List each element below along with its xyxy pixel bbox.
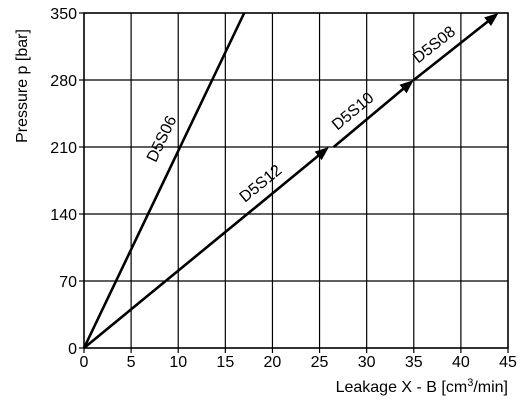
series-label-d5s10: D5S10 [329, 89, 378, 133]
x-tick-label: 35 [405, 354, 423, 371]
y-tick-label: 70 [59, 274, 77, 291]
y-tick-label: 350 [50, 6, 77, 23]
y-tick-label: 140 [50, 207, 77, 224]
x-axis-label-main: Leakage X - B [cm [336, 379, 468, 396]
grid-lines [84, 13, 508, 348]
y-tick-labels: 0 70 140 210 280 350 [50, 6, 84, 358]
y-tick-label: 210 [50, 140, 77, 157]
arrow-head [399, 80, 414, 94]
plot-frame [83, 12, 509, 349]
series-lines [82, 12, 499, 350]
x-tick-label: 45 [499, 354, 517, 371]
series-line [412, 19, 491, 82]
x-axis-label-tail: /min] [473, 379, 508, 396]
series-line [332, 86, 406, 148]
y-tick-label: 0 [68, 341, 77, 358]
x-tick-labels: 0 5 10 15 20 25 30 35 40 45 [80, 348, 517, 371]
x-axis-label-superscript: 3 [467, 377, 473, 389]
series-line [82, 12, 246, 349]
y-axis-label: Pressure p [bar] [14, 29, 31, 143]
x-axis-label: Leakage X - B [cm3/min] [336, 377, 508, 396]
x-tick-label: 10 [169, 354, 187, 371]
x-tick-label: 20 [264, 354, 282, 371]
x-tick-label: 25 [311, 354, 329, 371]
arrow-head [314, 147, 329, 161]
series-line [83, 153, 321, 350]
x-tick-label: 5 [127, 354, 136, 371]
series-label-d5s08: D5S08 [410, 23, 459, 67]
x-tick-label: 30 [358, 354, 376, 371]
x-tick-label: 0 [80, 354, 89, 371]
arrow-head [484, 13, 499, 26]
y-tick-label: 280 [50, 73, 77, 90]
series-label-d5s12: D5S12 [237, 162, 286, 206]
x-tick-label: 40 [452, 354, 470, 371]
x-tick-label: 15 [216, 354, 234, 371]
